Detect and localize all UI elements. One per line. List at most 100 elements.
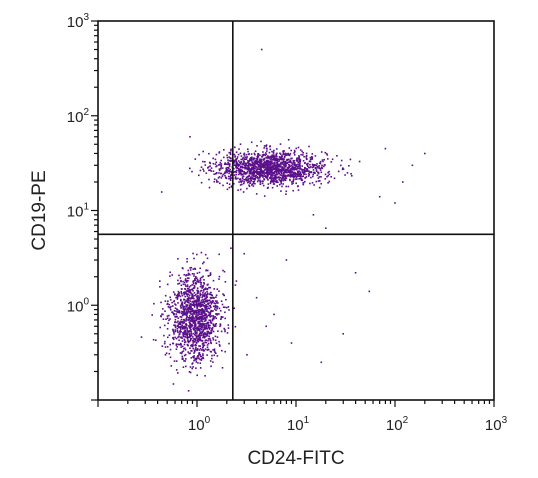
event-dot [213, 325, 216, 328]
event-dot [182, 305, 184, 307]
event-dot [256, 180, 259, 183]
event-dot [166, 328, 169, 330]
event-dot [250, 169, 253, 171]
event-dot [202, 298, 204, 301]
event-dot [208, 178, 210, 181]
event-dot [183, 331, 185, 334]
event-dot [199, 330, 201, 332]
event-dot [280, 169, 283, 171]
event-dot [194, 350, 196, 353]
event-dot [242, 158, 244, 161]
event-dot [306, 158, 308, 160]
event-dot [192, 287, 195, 290]
event-dot [224, 330, 226, 333]
event-dot [184, 291, 186, 293]
event-dot [207, 311, 210, 314]
event-dot [251, 184, 253, 186]
y-axis-label: CD19-PE [29, 170, 50, 250]
event-dot [303, 155, 305, 158]
event-dot [292, 162, 295, 164]
event-dot [176, 295, 179, 297]
event-dot [284, 161, 287, 163]
event-dot [204, 332, 206, 334]
event-dot [293, 152, 295, 154]
event-dot [245, 167, 248, 169]
event-dot [256, 161, 258, 163]
event-dot [291, 163, 294, 166]
event-dot [286, 154, 288, 156]
event-dot [249, 157, 252, 159]
event-dot [291, 173, 293, 175]
event-dot [257, 153, 260, 155]
event-dot [218, 168, 221, 170]
event-dot [202, 330, 205, 332]
event-dot [213, 354, 215, 357]
event-dot [185, 336, 187, 339]
event-dot [234, 170, 237, 173]
event-dot [296, 178, 298, 180]
event-dot [270, 176, 272, 178]
event-dot [263, 173, 265, 175]
event-dot [287, 171, 290, 174]
event-dot [226, 166, 228, 169]
event-dot [174, 318, 177, 321]
event-dot [211, 357, 213, 360]
event-dot [203, 282, 205, 284]
event-dot [186, 312, 188, 315]
event-dot [235, 173, 238, 176]
event-dot [294, 178, 297, 180]
event-dot [243, 160, 245, 163]
event-dot [270, 162, 272, 164]
event-dot [270, 170, 273, 173]
event-dot [259, 183, 262, 185]
event-dot [258, 177, 260, 179]
event-dot [281, 157, 284, 160]
event-dot [220, 300, 223, 302]
event-dot [184, 335, 186, 338]
event-dot [317, 171, 319, 174]
event-dot [283, 167, 286, 169]
event-dot [182, 366, 185, 368]
event-dot [193, 287, 196, 289]
event-dot [180, 302, 183, 305]
event-dot [264, 163, 267, 166]
event-dot [248, 184, 250, 186]
event-dot [189, 326, 192, 328]
event-dot [219, 310, 222, 312]
event-dot [196, 253, 198, 256]
event-dot [280, 174, 283, 177]
event-dot [189, 305, 192, 308]
event-dot [188, 317, 191, 319]
event-dot [340, 164, 342, 167]
event-dot [251, 166, 253, 169]
event-dot [213, 302, 215, 304]
event-dot [324, 178, 327, 180]
event-dot [260, 171, 263, 173]
event-dot [276, 163, 278, 166]
event-dot [216, 336, 219, 338]
event-dot [272, 151, 275, 153]
event-dot [176, 296, 179, 299]
event-dot [185, 333, 187, 336]
event-dot [202, 301, 205, 303]
event-dot [191, 339, 194, 342]
event-dot [282, 160, 285, 163]
event-dot [276, 152, 278, 155]
event-dot [299, 177, 302, 180]
event-dot [247, 175, 250, 178]
event-dot [262, 184, 265, 187]
event-dot [220, 316, 223, 318]
event-dot [290, 164, 293, 167]
event-dot [188, 286, 191, 288]
event-dot [200, 320, 202, 322]
event-dot [233, 168, 235, 170]
event-dot [244, 166, 247, 168]
event-dot [190, 320, 192, 322]
event-dot [192, 347, 194, 350]
event-dot [173, 313, 175, 316]
event-dot [194, 344, 196, 347]
event-dot [276, 155, 278, 158]
event-dot [203, 288, 205, 291]
event-dot [199, 321, 201, 323]
event-dot [209, 169, 212, 171]
